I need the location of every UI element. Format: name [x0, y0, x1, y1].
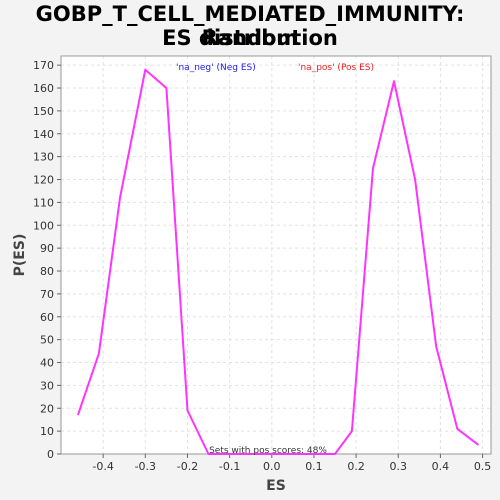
- y-tick-label: 70: [40, 288, 54, 301]
- x-tick-label: 0.2: [347, 460, 365, 473]
- x-tick-label: 0.1: [305, 460, 323, 473]
- legend-entry: 'na_pos' (Pos ES): [298, 63, 374, 73]
- x-tick-label: -0.4: [92, 460, 113, 473]
- x-axis-label: ES: [266, 478, 286, 494]
- y-tick-label: 30: [40, 379, 54, 392]
- y-tick-label: 40: [40, 357, 54, 370]
- y-tick-label: 130: [33, 151, 54, 164]
- y-tick-label: 140: [33, 128, 54, 141]
- legend-entry: 'na_neg' (Neg ES): [176, 63, 256, 73]
- y-tick-label: 80: [40, 265, 54, 278]
- y-tick-label: 60: [40, 311, 54, 324]
- x-tick-label: 0.5: [474, 460, 492, 473]
- y-tick-label: 90: [40, 242, 54, 255]
- chart-title-line-2: ES distribution: [162, 26, 338, 50]
- x-tick-label: -0.3: [135, 460, 156, 473]
- y-tick-label: 10: [40, 425, 54, 438]
- x-tick-label: 0.3: [390, 460, 408, 473]
- chart-title-line-1: GOBP_T_CELL_MEDIATED_IMMUNITY: Random: [35, 2, 465, 50]
- y-tick-label: 20: [40, 402, 54, 415]
- y-tick-label: 100: [33, 219, 54, 232]
- y-tick-label: 110: [33, 196, 54, 209]
- x-tick-label: 0.0: [263, 460, 281, 473]
- y-tick-label: 170: [33, 59, 54, 72]
- y-tick-label: 160: [33, 82, 54, 95]
- y-axis-label: P(ES): [12, 234, 28, 277]
- x-tick-label: -0.2: [177, 460, 198, 473]
- y-tick-label: 0: [47, 448, 54, 461]
- series-line: [76, 68, 480, 455]
- y-tick-label: 150: [33, 105, 54, 118]
- plot-area: [61, 56, 491, 454]
- y-tick-label: 120: [33, 174, 54, 187]
- x-tick-label: 0.4: [432, 460, 450, 473]
- annotation-text: Sets with pos scores: 48%: [209, 446, 327, 456]
- y-tick-label: 50: [40, 334, 54, 347]
- x-tick-label: -0.1: [219, 460, 240, 473]
